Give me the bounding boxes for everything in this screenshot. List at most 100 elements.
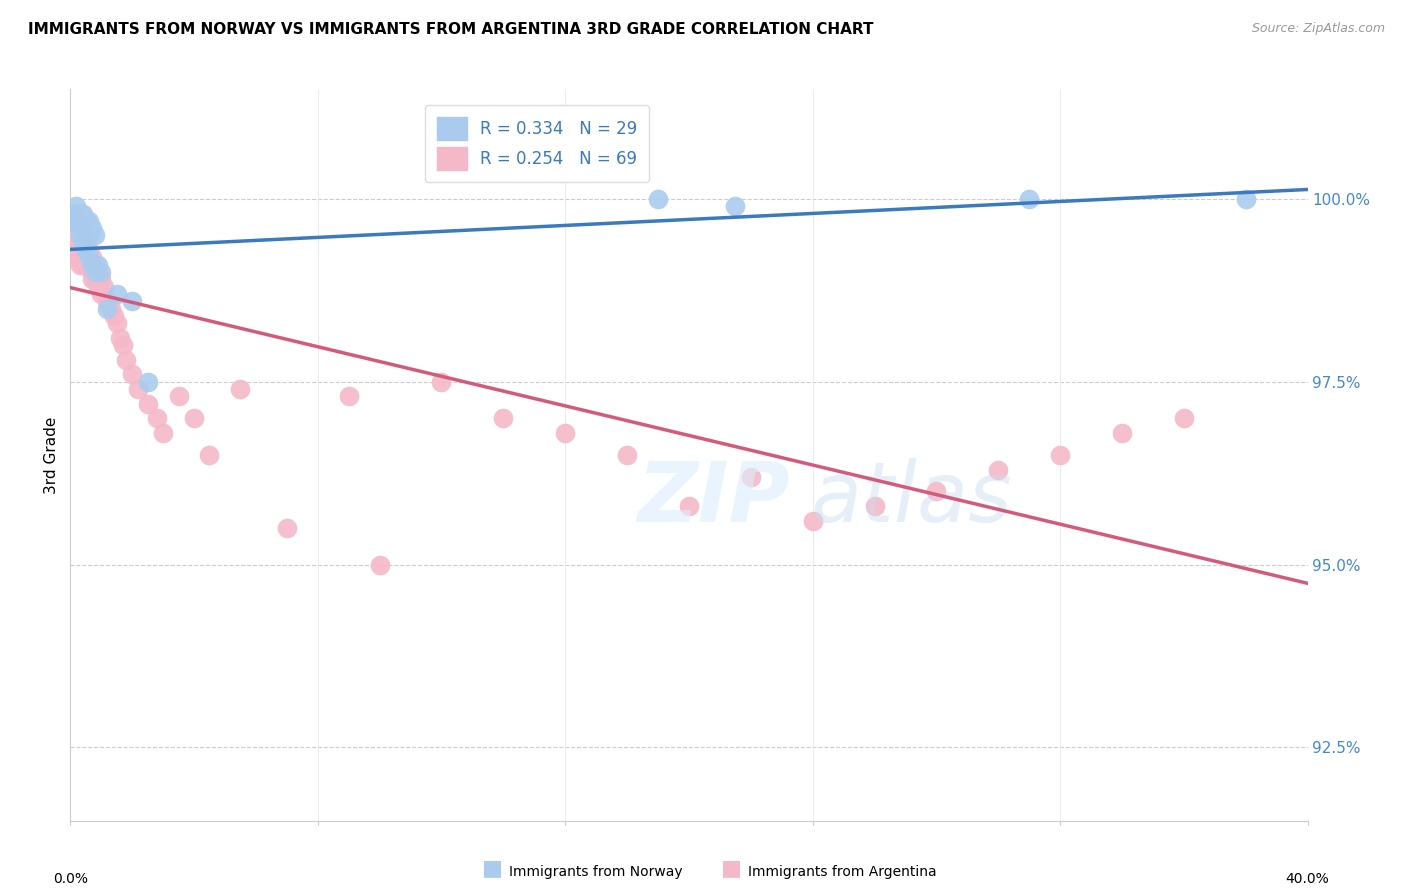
Point	[72, 235, 94, 250]
Point	[1234, 192, 1257, 206]
Point	[863, 499, 886, 513]
Point	[72, 228, 94, 243]
Point	[1049, 448, 1071, 462]
Point	[492, 411, 515, 425]
Point	[75, 235, 97, 250]
Point	[72, 243, 94, 257]
Point	[337, 389, 360, 403]
Point	[75, 243, 97, 257]
Point	[93, 279, 115, 293]
Point	[647, 192, 669, 206]
Point	[115, 352, 138, 367]
Point	[72, 206, 94, 220]
Point	[127, 382, 149, 396]
Text: 0.0%: 0.0%	[53, 871, 87, 886]
Point	[987, 462, 1010, 476]
Text: ■: ■	[482, 859, 502, 879]
Point	[740, 470, 762, 484]
Point	[80, 265, 103, 279]
Point	[1018, 192, 1040, 206]
Point	[90, 287, 112, 301]
Point	[105, 287, 128, 301]
Point	[77, 228, 100, 243]
Point	[84, 265, 107, 279]
Point	[84, 228, 107, 243]
Point	[90, 265, 112, 279]
Point	[75, 251, 97, 265]
Point	[69, 235, 91, 250]
Point	[62, 214, 84, 228]
Point	[69, 221, 91, 235]
Point	[430, 375, 453, 389]
Point	[96, 301, 118, 316]
Point	[80, 272, 103, 286]
Point	[1173, 411, 1195, 425]
Point	[121, 368, 143, 382]
Point	[72, 251, 94, 265]
Point	[69, 251, 91, 265]
Point	[77, 214, 100, 228]
Point	[146, 411, 169, 425]
Point	[69, 206, 91, 220]
Point	[183, 411, 205, 425]
Point	[136, 397, 159, 411]
Point	[65, 243, 87, 257]
Point	[87, 265, 110, 279]
Point	[105, 316, 128, 330]
Point	[65, 235, 87, 250]
Text: Immigrants from Argentina: Immigrants from Argentina	[748, 864, 936, 879]
Point	[62, 214, 84, 228]
Point	[80, 221, 103, 235]
Point	[167, 389, 190, 403]
Point	[62, 206, 84, 220]
Y-axis label: 3rd Grade: 3rd Grade	[44, 417, 59, 493]
Text: 40.0%: 40.0%	[1285, 871, 1330, 886]
Point	[69, 258, 91, 272]
Point	[724, 199, 747, 213]
Text: atlas: atlas	[811, 458, 1012, 540]
Point	[121, 294, 143, 309]
Point	[616, 448, 638, 462]
Point	[103, 309, 125, 323]
Point	[678, 499, 700, 513]
Text: Immigrants from Norway: Immigrants from Norway	[509, 864, 682, 879]
Point	[554, 425, 576, 440]
Point	[801, 514, 824, 528]
Point	[69, 228, 91, 243]
Point	[108, 331, 131, 345]
Point	[75, 243, 97, 257]
Point	[62, 221, 84, 235]
Point	[75, 214, 97, 228]
Point	[62, 235, 84, 250]
Point	[96, 294, 118, 309]
Point	[69, 214, 91, 228]
Point	[77, 251, 100, 265]
Point	[65, 214, 87, 228]
Point	[65, 228, 87, 243]
Point	[80, 258, 103, 272]
Point	[72, 221, 94, 235]
Point	[69, 243, 91, 257]
Text: ■: ■	[721, 859, 741, 879]
Point	[65, 221, 87, 235]
Point	[77, 258, 100, 272]
Point	[229, 382, 252, 396]
Point	[925, 484, 948, 499]
Point	[84, 272, 107, 286]
Point	[198, 448, 221, 462]
Point	[111, 338, 134, 352]
Point	[1111, 425, 1133, 440]
Point	[368, 558, 391, 572]
Point	[100, 301, 122, 316]
Point	[136, 375, 159, 389]
Text: Source: ZipAtlas.com: Source: ZipAtlas.com	[1251, 22, 1385, 36]
Point	[69, 228, 91, 243]
Point	[65, 251, 87, 265]
Point	[77, 243, 100, 257]
Text: ZIP: ZIP	[637, 458, 790, 540]
Text: IMMIGRANTS FROM NORWAY VS IMMIGRANTS FROM ARGENTINA 3RD GRADE CORRELATION CHART: IMMIGRANTS FROM NORWAY VS IMMIGRANTS FRO…	[28, 22, 873, 37]
Point	[72, 258, 94, 272]
Point	[65, 206, 87, 220]
Point	[87, 279, 110, 293]
Point	[276, 521, 298, 535]
